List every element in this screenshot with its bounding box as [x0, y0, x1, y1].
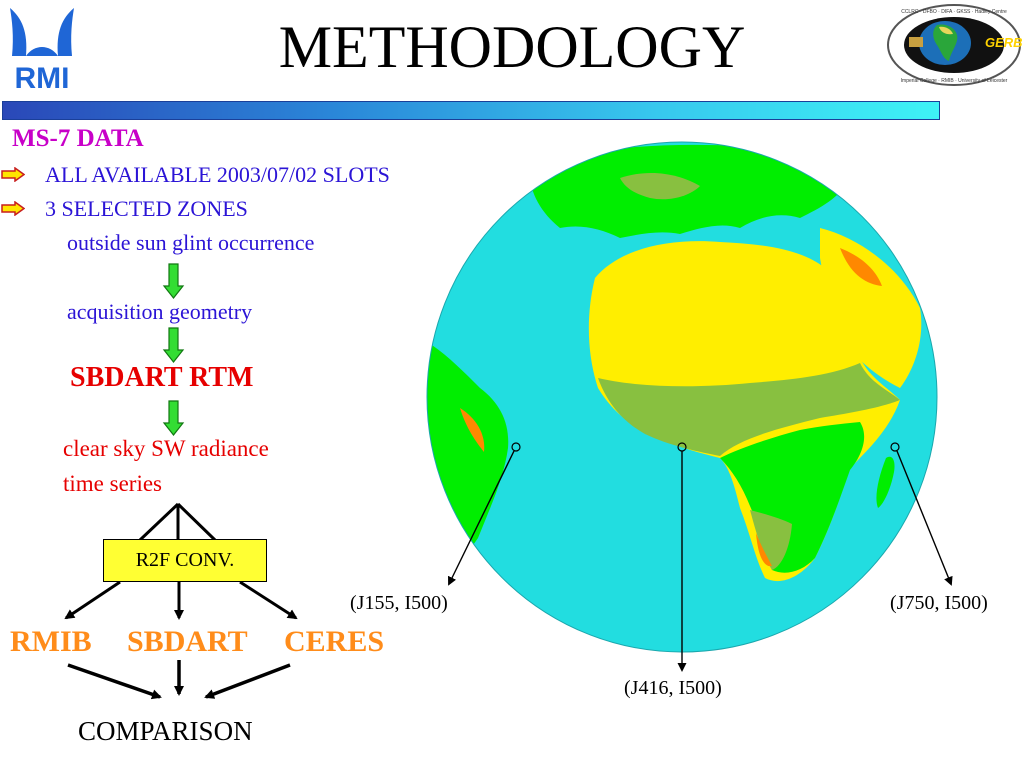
rmi-logo: RMI: [4, 4, 80, 95]
zone-marker-j155: [448, 442, 521, 586]
gerb-ring-top: CCLRC · DFBO · DIFA · GKSS · Hadley Cent…: [901, 9, 1007, 15]
green-down-arrow-1: [162, 263, 185, 299]
comparison-arrows: [67, 660, 291, 700]
green-down-arrow-2: [162, 327, 185, 363]
step-acquisition-geometry: acquisition geometry: [67, 299, 253, 324]
bullet-zones: 3 SELECTED ZONES: [45, 196, 248, 221]
branch-ceres: CERES: [284, 625, 385, 658]
zone-label-j750: (J750, I500): [890, 592, 988, 614]
bullet-slots: ALL AVAILABLE 2003/07/02 SLOTS: [45, 162, 390, 187]
gerb-ring-bottom: Imperial College · RMIB · University of …: [901, 78, 1008, 84]
r2f-conversion-box: R2F CONV.: [103, 539, 267, 582]
gerb-logo: GERB CCLRC · DFBO · DIFA · GKSS · Hadley…: [885, 3, 1023, 87]
gerb-logo-text: GERB: [985, 35, 1023, 50]
page-title: METHODOLOGY: [278, 14, 746, 80]
earth-disk-image: [426, 141, 938, 653]
output-time-series: time series: [63, 471, 162, 496]
section-title: MS-7 DATA: [12, 125, 144, 152]
branch-sbdart: SBDART: [127, 625, 248, 658]
zone-marker-j750: [890, 442, 953, 586]
comparison-result: COMPARISON: [78, 716, 253, 746]
model-sbdart-rtm: SBDART RTM: [70, 362, 254, 393]
r2f-conversion-label: R2F CONV.: [135, 549, 235, 571]
zone-marker-j416: [677, 442, 687, 672]
step-sun-glint: outside sun glint occurrence: [67, 230, 315, 255]
branch-rmib: RMIB: [10, 625, 92, 658]
arrow-bullet-icon: [1, 167, 25, 182]
zone-label-j155: (J155, I500): [350, 592, 448, 614]
rmi-logo-text: RMI: [15, 62, 70, 94]
arrow-bullet-icon: [1, 201, 25, 216]
zone-label-j416: (J416, I500): [624, 677, 722, 699]
header-bar: [2, 101, 940, 120]
green-down-arrow-3: [162, 400, 185, 436]
branch-arrows: [64, 580, 298, 620]
trident-connector: [138, 502, 217, 542]
output-radiance: clear sky SW radiance: [63, 436, 269, 461]
